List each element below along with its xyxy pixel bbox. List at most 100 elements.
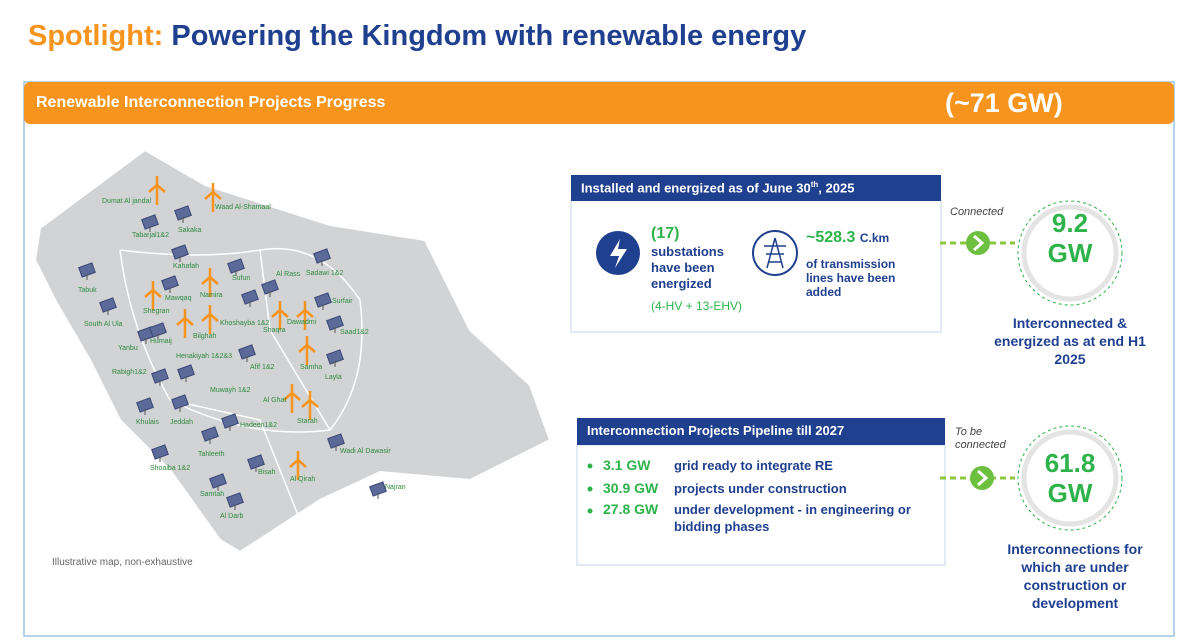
wind-icon <box>271 301 289 330</box>
site-label: Wadi Al Dawasir <box>340 448 391 455</box>
site-label: Shoaiba 1&2 <box>150 465 190 472</box>
site-label: Khoshayba 1&2 <box>220 320 270 327</box>
solar-icon <box>261 279 279 295</box>
site-label: Khulais <box>136 419 159 426</box>
unit: GW <box>1047 238 1093 268</box>
site-label: Rabigh1&2 <box>112 369 147 376</box>
wind-icon <box>296 301 314 330</box>
wind-icon <box>283 384 301 413</box>
site-label: Humaij <box>150 338 172 345</box>
site-label: Tabuk <box>78 287 97 294</box>
solar-icon <box>314 292 332 308</box>
capacity-pipeline: 61.8 GW <box>1020 448 1120 508</box>
site-label: Namira <box>200 292 223 299</box>
site-label: Muwayh 1&2 <box>210 387 251 394</box>
banner-total: (~71 GW) <box>945 88 1063 118</box>
tower-icon <box>752 230 798 276</box>
solar-icon <box>247 454 265 470</box>
connector-bottom <box>940 425 1123 531</box>
site-label: Tahleeth <box>198 451 225 458</box>
page-title: Spotlight: Powering the Kingdom with ren… <box>28 20 806 53</box>
tower <box>764 237 786 269</box>
solar-icon <box>226 492 244 508</box>
caption-pipeline: Interconnections for which are under con… <box>1007 541 1143 611</box>
item-text: grid ready to integrate RE <box>674 458 833 473</box>
substation-count: (17) <box>651 225 680 242</box>
site-label: Henakiyah 1&2&3 <box>176 353 232 360</box>
wind-icon <box>301 391 319 420</box>
site-label: Sadawi 1&2 <box>306 270 343 277</box>
unit: GW <box>1047 478 1093 508</box>
site-label: Samtah <box>200 491 224 498</box>
map-shape <box>33 148 552 554</box>
value: 9.2 <box>1051 208 1089 238</box>
site-label: Najran <box>385 484 406 491</box>
wind-icon <box>201 268 219 297</box>
status-connected: Connected <box>950 206 1004 218</box>
site-label: Samha <box>300 364 322 371</box>
value: 61.8 <box>1044 448 1096 478</box>
solar-icon <box>149 322 167 338</box>
value: ~528.3 <box>806 229 856 246</box>
heading-suffix: , 2025 <box>818 180 855 196</box>
solar-icon <box>241 289 259 305</box>
solar-icon <box>151 444 169 460</box>
heading-sup: th <box>810 180 819 189</box>
title-prefix: Spotlight: <box>28 20 164 52</box>
item-value: 27.8 GW <box>603 501 659 517</box>
item-value: 3.1 GW <box>603 457 651 473</box>
solar-icon <box>227 258 245 274</box>
solar-icon <box>141 214 159 230</box>
solar-icon <box>209 473 227 489</box>
wind-icon <box>204 183 222 212</box>
site-label: Bilghah <box>193 333 216 340</box>
solar-icon <box>313 248 331 264</box>
heading: Installed and energized as of June 30 <box>581 180 811 196</box>
pipeline-box <box>576 444 946 566</box>
site-label: Mawqaq <box>165 295 192 302</box>
solar-icon <box>174 205 192 221</box>
site-label: Dumat Al jandal <box>102 198 151 205</box>
connector-top <box>940 200 1123 306</box>
solar-icon <box>171 394 189 410</box>
wind-icon <box>289 451 307 480</box>
site-label: Al Qirah <box>290 476 315 483</box>
site-label: Al Rass <box>276 271 301 278</box>
site-label: Surfair <box>332 298 353 305</box>
installed-heading: Installed and energized as of June 30th,… <box>571 175 941 201</box>
substation-detail: (4-HV + 13-EHV) <box>651 299 743 313</box>
item-text: projects under construction <box>674 481 847 496</box>
solar-icon <box>99 297 117 313</box>
solar-icon <box>177 364 195 380</box>
site-label: South Al Ula <box>84 321 123 328</box>
wind-icon <box>148 176 166 205</box>
site-label: Sufun <box>232 275 250 282</box>
site-label: Hadeen1&2 <box>240 422 277 429</box>
map-note: Illustrative map, non-exhaustive <box>52 557 193 568</box>
solar-icon <box>161 275 179 291</box>
substation-text: substations have been energized <box>651 244 724 291</box>
site-label: Tabarjal1&2 <box>132 232 169 239</box>
bolt <box>610 239 627 268</box>
solar-icon <box>171 244 189 260</box>
unit: C.km <box>859 231 890 245</box>
banner <box>24 82 1174 124</box>
site-label: Starah <box>297 418 318 425</box>
wind-icon <box>298 336 316 365</box>
site-label: Sakaka <box>178 227 201 234</box>
lines-value: ~528.3 C.km <box>806 229 889 247</box>
banner-title: Renewable Interconnection Projects Progr… <box>36 94 386 111</box>
wind-icon <box>144 281 162 310</box>
site-label: Kahafah <box>173 263 199 270</box>
solar-icon <box>201 426 219 442</box>
item-value: 30.9 GW <box>603 480 659 496</box>
site-label: Bisah <box>258 469 276 476</box>
status-pipeline: To be connected <box>955 426 1006 451</box>
solar-icon <box>78 262 96 278</box>
site-label: Yanbu <box>118 345 138 352</box>
site-label: Al Darb <box>220 513 243 520</box>
site-label: Dawadmi <box>287 319 317 326</box>
solar-icon <box>151 368 169 384</box>
